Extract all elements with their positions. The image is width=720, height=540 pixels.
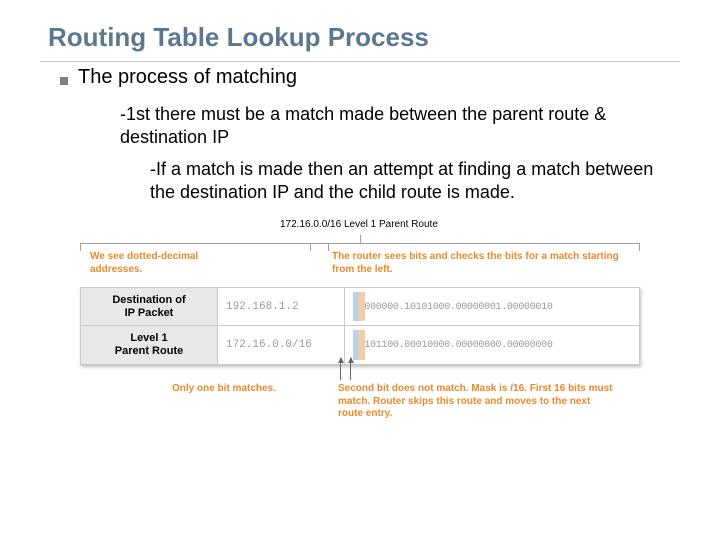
- bracket: [80, 235, 640, 251]
- bit-highlight-second: [359, 330, 365, 359]
- body-point-1: -1st there must be a match made between …: [120, 103, 660, 148]
- diagram-caption-bottom-left: Only one bit matches.: [172, 383, 276, 394]
- body-point-2: -If a match is made then an attempt at f…: [150, 158, 660, 203]
- cell-bits: 11000000.10101000.00000001.00000010: [345, 288, 640, 326]
- arrow-icon: [340, 358, 341, 380]
- row-header: Destination of IP Packet: [81, 288, 218, 326]
- diagram-caption-bottom-right: Second bit does not match. Mask is /16. …: [338, 383, 618, 421]
- page-title: Routing Table Lookup Process: [48, 22, 429, 52]
- bullet-row: The process of matching: [0, 66, 720, 89]
- cell-bits: 10101100.00010000.00000000.00000000: [345, 326, 640, 364]
- bit-highlight-second: [359, 292, 365, 321]
- diagram-label-left: We see dotted-decimal addresses.: [90, 251, 250, 276]
- cell-ip: 192.168.1.2: [218, 288, 345, 326]
- table-row: Level 1 Parent Route 172.16.0.0/16 10101…: [81, 326, 640, 364]
- bullet-text: The process of matching: [78, 66, 297, 89]
- bits-text: 10101100.00010000.00000000.00000000: [353, 340, 553, 351]
- cell-ip: 172.16.0.0/16: [218, 326, 345, 364]
- row-header: Level 1 Parent Route: [81, 326, 218, 364]
- table-row: Destination of IP Packet 192.168.1.2 110…: [81, 288, 640, 326]
- title-divider: [40, 61, 680, 62]
- bits-text: 11000000.10101000.00000001.00000010: [353, 302, 553, 313]
- diagram-label-right: The router sees bits and checks the bits…: [332, 251, 632, 276]
- arrow-icon: [350, 358, 351, 380]
- diagram-caption-top: 172.16.0.0/16 Level 1 Parent Route: [280, 219, 438, 230]
- bullet-icon: [60, 77, 68, 85]
- routing-diagram: 172.16.0.0/16 Level 1 Parent Route We se…: [80, 215, 670, 445]
- routing-table: Destination of IP Packet 192.168.1.2 110…: [80, 287, 640, 365]
